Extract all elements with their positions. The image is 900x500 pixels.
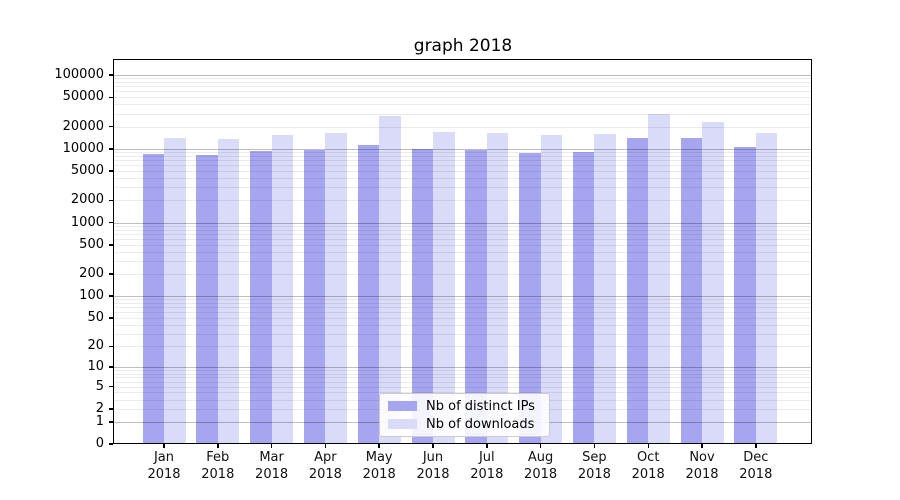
legend-label-downloads: Nb of downloads [426, 416, 535, 432]
bar-distinct-ips-jan [142, 154, 164, 444]
x-axis-tick-label: Oct 2018 [631, 450, 665, 482]
y-axis-tick [109, 443, 113, 445]
legend-swatch-distinct-ips [388, 401, 417, 411]
x-axis-tick-label: Sep 2018 [577, 450, 611, 482]
bar-downloads-apr [325, 132, 347, 444]
bar-downloads-dec [755, 132, 778, 444]
y-axis-tick-label: 10000 [62, 140, 104, 156]
y-axis-tick-label: 1000 [70, 214, 104, 230]
legend-row-distinct-ips: Nb of distinct IPs [388, 399, 541, 414]
x-axis-tick-label: Apr 2018 [308, 450, 342, 482]
x-axis-tick [163, 444, 165, 448]
y-axis-tick-label: 500 [79, 236, 104, 252]
bar-distinct-ips-mar [250, 151, 272, 444]
y-axis-tick-label: 2000 [70, 192, 104, 208]
bar-downloads-feb [217, 138, 240, 444]
x-axis-tick [755, 444, 757, 448]
legend-label-distinct-ips: Nb of distinct IPs [426, 398, 535, 414]
bar-distinct-ips-dec [734, 147, 756, 444]
y-axis-tick [109, 125, 113, 128]
legend-row-downloads: Nb of downloads [388, 417, 541, 432]
x-axis-tick-label: Dec 2018 [739, 450, 773, 482]
legend-swatch-downloads [388, 419, 417, 429]
bar-distinct-ips-apr [303, 150, 326, 444]
bar-distinct-ips-oct [626, 138, 649, 444]
plot-area: Nb of distinct IPs Nb of downloads [114, 60, 812, 444]
x-axis-tick [593, 444, 596, 448]
y-axis-tick [109, 317, 113, 319]
y-axis-tick-label: 100000 [54, 67, 104, 82]
y-axis-tick-label: 1 [95, 413, 104, 429]
x-axis-tick [647, 444, 649, 448]
legend: Nb of distinct IPs Nb of downloads [379, 393, 550, 437]
y-axis-tick-label: 20000 [62, 118, 104, 134]
bar-downloads-nov [702, 121, 724, 444]
x-axis-tick [486, 444, 488, 448]
y-axis-tick-label: 100 [79, 288, 104, 304]
x-axis-tick-label: Mar 2018 [255, 450, 289, 482]
bar-distinct-ips-may [357, 144, 380, 444]
chart-title: graph 2018 [413, 36, 513, 56]
y-axis-tick [109, 421, 113, 423]
bar-downloads-sep [594, 134, 616, 444]
bar-downloads-jan [164, 138, 186, 444]
y-axis-tick [109, 96, 113, 98]
y-axis-tick [109, 385, 113, 388]
y-axis-tick-label: 5000 [70, 163, 104, 178]
bar-downloads-mar [271, 135, 294, 444]
x-axis-tick [270, 444, 273, 448]
bar-distinct-ips-jun [411, 149, 433, 444]
y-axis-tick-label: 20 [87, 338, 104, 354]
y-axis-tick [109, 345, 113, 348]
x-axis-tick-label: Jun 2018 [416, 450, 450, 482]
bar-distinct-ips-aug [519, 152, 541, 444]
bar-downloads-oct [648, 114, 670, 444]
y-axis-tick [109, 170, 113, 172]
y-axis-tick [109, 74, 113, 76]
y-axis-tick [109, 221, 113, 224]
x-axis-tick [378, 444, 380, 448]
y-axis-tick [109, 366, 113, 368]
bar-downloads-jul [486, 133, 509, 444]
y-axis-tick-label: 50 [87, 310, 104, 325]
x-axis-tick [217, 444, 219, 448]
y-axis-tick [109, 148, 113, 150]
bar-distinct-ips-sep [572, 152, 595, 444]
bars-layer [114, 60, 812, 444]
x-axis-tick [324, 444, 327, 448]
y-axis-tick-label: 5 [95, 378, 104, 394]
x-axis-tick [701, 444, 703, 448]
x-axis-tick-label: Jul 2018 [470, 450, 504, 482]
bar-distinct-ips-feb [196, 155, 218, 444]
x-axis-tick-label: May 2018 [362, 450, 396, 482]
x-axis-tick [432, 444, 434, 448]
x-axis-tick [539, 444, 542, 448]
y-axis-tick [109, 273, 113, 275]
y-axis-tick [109, 408, 113, 410]
y-axis-tick [109, 244, 113, 246]
bar-downloads-jun [433, 132, 455, 444]
bar-downloads-aug [540, 135, 563, 444]
bar-downloads-may [379, 115, 401, 444]
y-axis-tick [109, 295, 113, 297]
x-axis-tick-label: Aug 2018 [524, 450, 558, 482]
y-axis-tick-label: 200 [79, 266, 104, 281]
x-axis-tick-label: Jan 2018 [147, 450, 181, 482]
x-axis-tick-label: Feb 2018 [201, 450, 235, 482]
y-axis-tick-label: 10 [87, 359, 104, 375]
x-axis-tick-label: Nov 2018 [685, 450, 719, 482]
bar-distinct-ips-nov [680, 137, 702, 444]
y-axis-tick [109, 199, 113, 202]
y-axis-tick-label: 0 [95, 436, 104, 451]
y-axis-tick-label: 50000 [62, 89, 104, 105]
y-axis-tick-label: 2 [95, 400, 104, 416]
bar-distinct-ips-jul [465, 150, 487, 444]
